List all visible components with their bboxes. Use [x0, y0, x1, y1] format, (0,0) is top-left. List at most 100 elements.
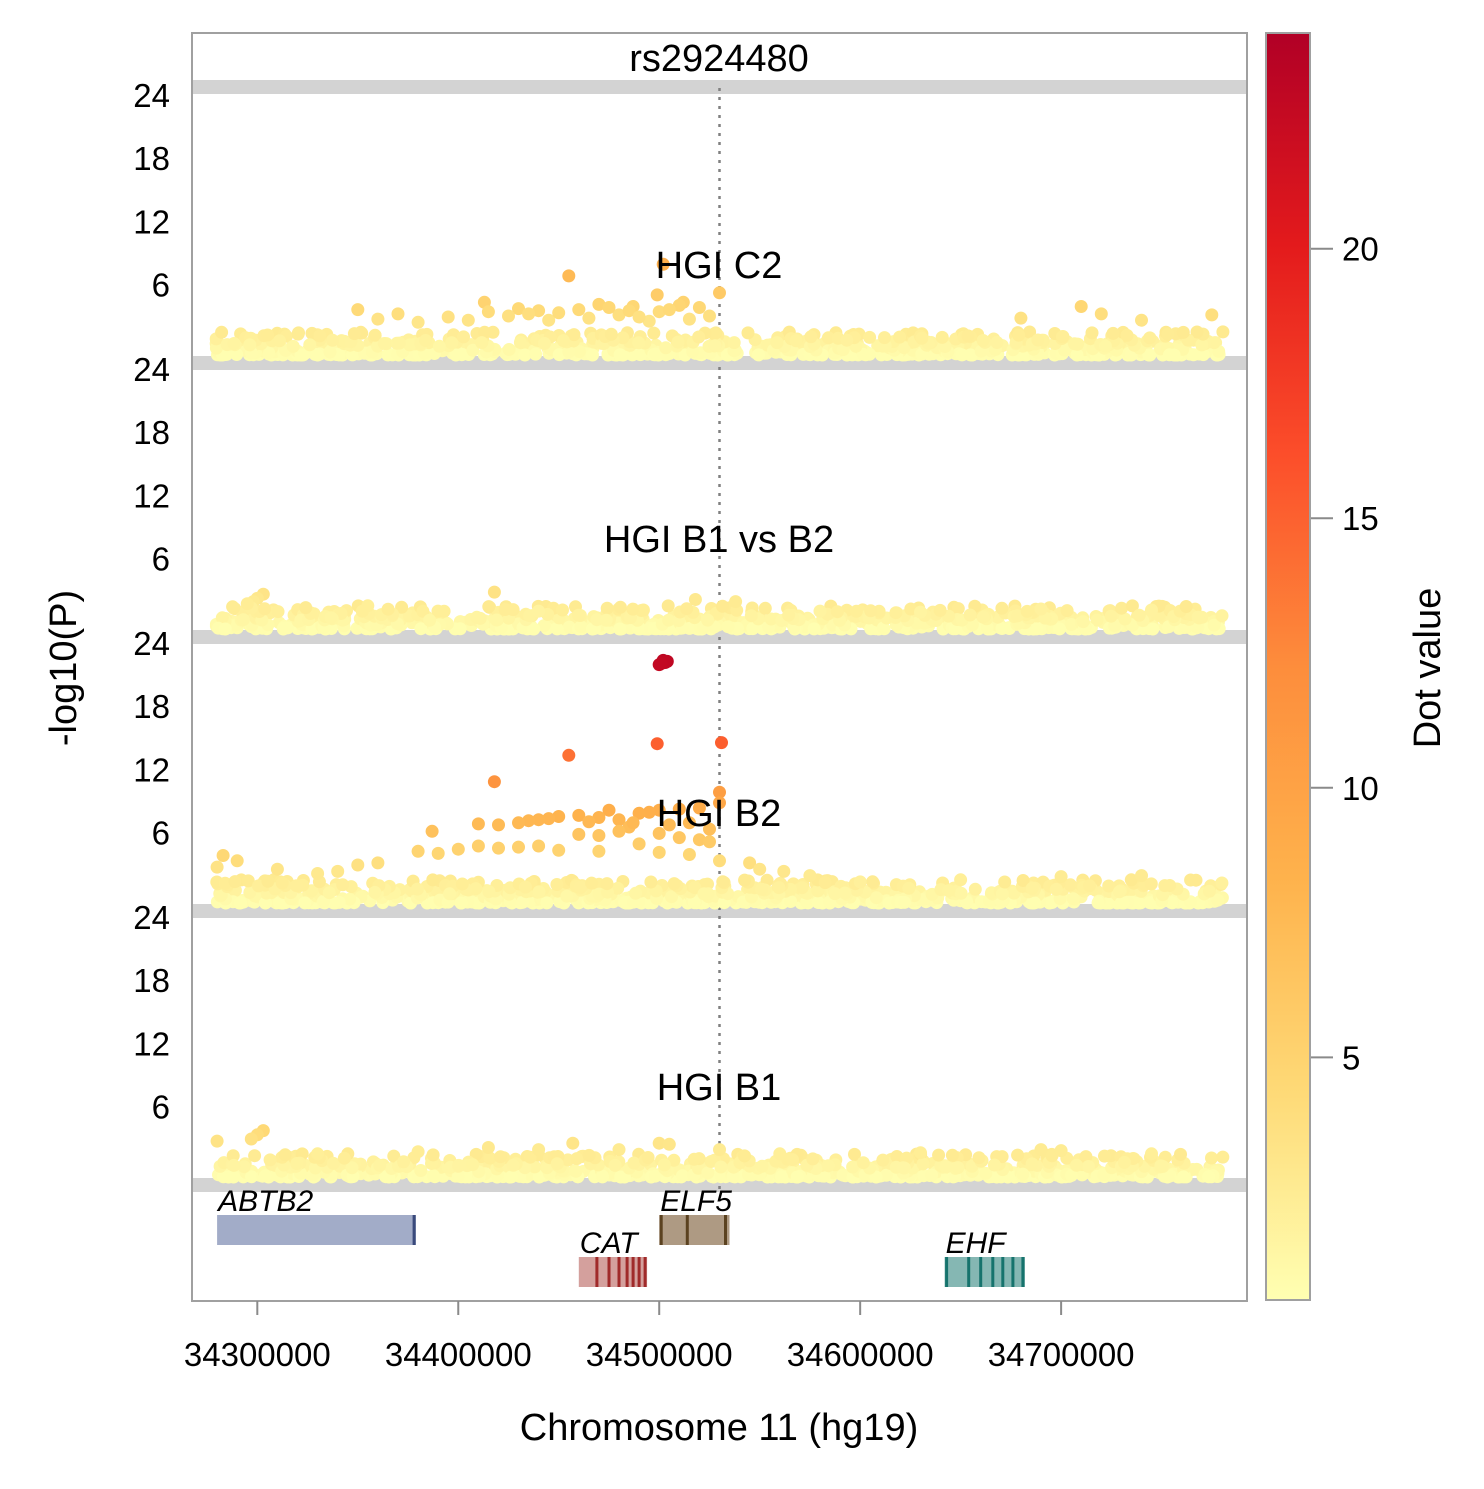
snp-point — [290, 1157, 304, 1170]
snp-point — [215, 611, 229, 625]
gene-exon — [967, 1257, 971, 1287]
snp-point — [261, 874, 275, 888]
snp-point — [916, 1157, 930, 1171]
snp-point — [1023, 325, 1037, 339]
snp-point — [572, 345, 586, 358]
snp-point — [893, 330, 907, 344]
snp-point — [1145, 603, 1158, 617]
snp-point — [626, 602, 640, 616]
snp-point — [371, 312, 385, 326]
gene-exon — [685, 1215, 689, 1245]
snp-point — [600, 601, 614, 615]
snp-point — [574, 620, 588, 634]
snp-point — [502, 343, 516, 356]
snp-point — [1215, 876, 1229, 890]
snp-point — [803, 869, 817, 883]
snp-point — [1010, 609, 1024, 623]
snp-point — [939, 1160, 953, 1174]
snp-point — [1025, 881, 1039, 895]
snp-point — [692, 301, 706, 314]
snp-point — [512, 816, 525, 830]
snp-point — [522, 307, 536, 321]
gene-exon — [1001, 1257, 1005, 1287]
snp-point — [828, 887, 842, 901]
snp-point — [680, 602, 694, 616]
panel-points — [210, 653, 1229, 910]
snp-point — [562, 748, 576, 762]
snp-point — [641, 1151, 655, 1164]
snp-point — [1117, 1155, 1131, 1169]
snp-point — [599, 613, 613, 627]
gene-label: CAT — [580, 1227, 640, 1260]
snp-point — [772, 881, 786, 895]
snp-point — [675, 1169, 689, 1183]
snp-point — [716, 599, 729, 613]
snp-point — [470, 610, 484, 624]
snp-point — [729, 595, 743, 609]
snp-point — [713, 796, 726, 810]
snp-point — [613, 348, 627, 362]
snp-point — [864, 604, 878, 618]
snp-point — [443, 887, 457, 901]
snp-point — [426, 1148, 440, 1162]
snp-point — [1056, 330, 1070, 343]
snp-point — [866, 875, 880, 889]
snp-point — [308, 347, 322, 361]
snp-point — [373, 1158, 387, 1172]
snp-point — [243, 338, 257, 352]
snp-point — [343, 892, 357, 906]
snp-point — [972, 1151, 986, 1165]
gene-exon — [631, 1257, 635, 1287]
snp-point — [856, 1156, 870, 1170]
colorbar-tick-label: 20 — [1342, 231, 1379, 268]
snp-point — [667, 877, 681, 891]
snp-point — [976, 610, 990, 624]
snp-point — [1216, 1150, 1230, 1164]
y-tick-label: 18 — [133, 688, 170, 725]
gene-exon — [724, 1215, 727, 1245]
y-tick-label: 12 — [133, 477, 170, 514]
snp-point — [1016, 1167, 1030, 1181]
snp-point — [811, 884, 825, 898]
snp-point — [1053, 622, 1066, 636]
x-tick-label: 34300000 — [184, 1336, 331, 1373]
snp-point — [1143, 331, 1157, 345]
snp-point — [604, 327, 618, 341]
snp-point — [336, 878, 350, 892]
snp-point — [622, 304, 636, 318]
snp-point — [416, 604, 430, 618]
snp-point — [311, 1147, 325, 1161]
snp-point — [1154, 1159, 1168, 1173]
snp-point — [804, 330, 818, 344]
snp-point — [1104, 609, 1118, 623]
gene-label: ABTB2 — [216, 1185, 313, 1218]
panel-label: HGI B2 — [657, 793, 782, 835]
snp-point — [327, 896, 340, 910]
gene-label: ELF5 — [660, 1185, 732, 1218]
snp-point — [592, 844, 606, 858]
panel-points — [209, 585, 1229, 636]
snp-point — [890, 1150, 904, 1163]
snp-point — [755, 1159, 769, 1173]
snp-point — [572, 808, 586, 822]
snp-point — [532, 1170, 546, 1184]
snp-point — [652, 305, 666, 319]
snp-point — [692, 801, 706, 815]
panel-points — [210, 1124, 1230, 1184]
snp-point — [961, 329, 975, 343]
snp-point — [659, 341, 673, 355]
snp-point — [613, 622, 627, 636]
snp-point — [682, 816, 696, 830]
snp-point — [592, 811, 606, 824]
gene-exon — [945, 1257, 949, 1287]
snp-point — [1215, 609, 1229, 623]
y-tick-label: 18 — [133, 414, 170, 451]
x-tick-label: 34400000 — [385, 1336, 532, 1373]
snp-point — [1190, 325, 1204, 339]
snp-point — [466, 1158, 480, 1172]
snp-point — [650, 737, 664, 751]
gene-exon — [643, 1257, 647, 1287]
y-tick-label: 6 — [152, 815, 170, 852]
snp-point — [863, 330, 877, 344]
snp-point — [226, 1149, 240, 1163]
